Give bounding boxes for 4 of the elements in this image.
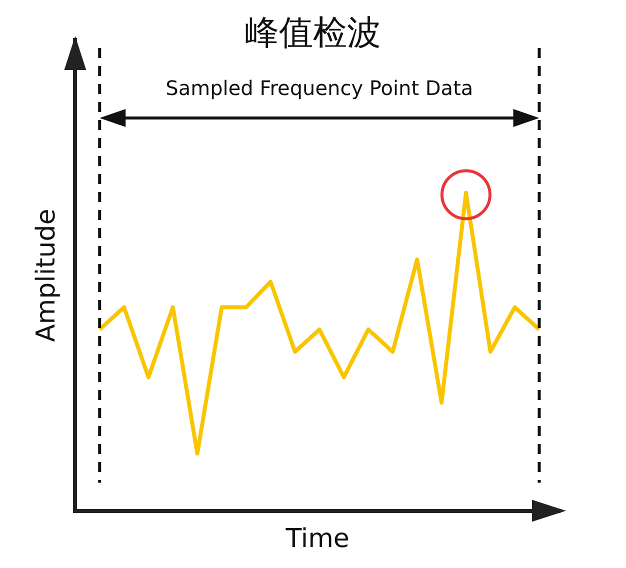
chart-title: 峰值检波 [244, 12, 382, 55]
y-axis-title: Amplitude [31, 208, 62, 342]
text: Sampled Frequency Point Data [166, 76, 474, 100]
x-axis-title: Time [284, 524, 350, 554]
